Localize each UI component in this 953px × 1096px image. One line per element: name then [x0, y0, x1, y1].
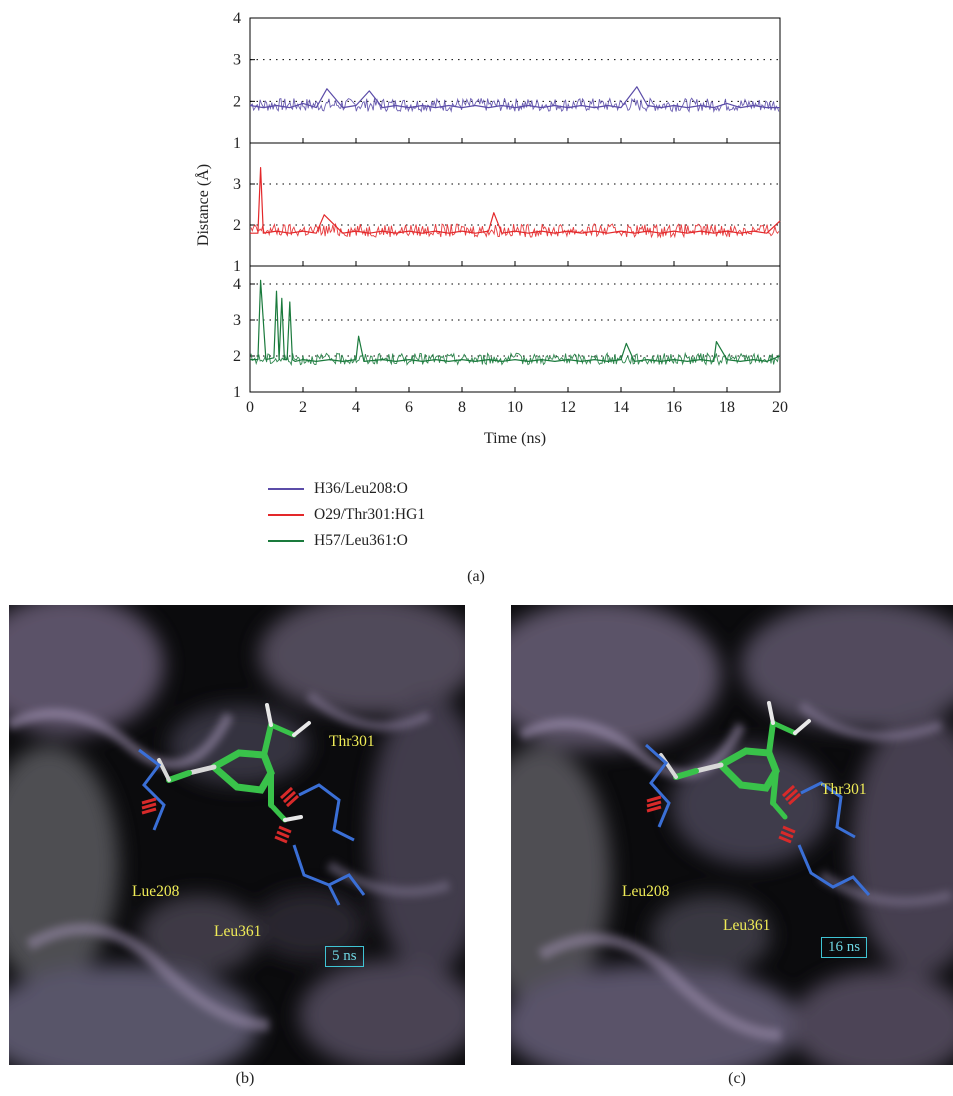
- legend-swatch: [268, 540, 304, 542]
- surface-highlights: [9, 691, 451, 1031]
- legend-item: H36/Leu208:O: [268, 476, 588, 502]
- y-tick-label: 2: [233, 217, 241, 234]
- legend-item: H57/Leu361:O: [268, 528, 588, 554]
- subplot-frame: [249, 142, 781, 267]
- residue-label: Leu361: [723, 917, 771, 934]
- residue-label: Leu361: [214, 923, 262, 940]
- subplot-frame: [249, 17, 781, 144]
- y-tick-label: 3: [233, 52, 241, 69]
- x-tick-label: 10: [507, 399, 523, 416]
- x-tick-label: 4: [352, 399, 360, 416]
- chart-legend: H36/Leu208:O O29/Thr301:HG1 H57/Leu361:O: [268, 476, 588, 554]
- ligand-molecule: [157, 703, 311, 823]
- y-tick-label: 4: [233, 276, 241, 293]
- legend-swatch: [268, 514, 304, 516]
- panel-a-label: (a): [467, 568, 485, 585]
- x-tick-label: 14: [613, 399, 629, 416]
- x-tick-label: 2: [299, 399, 307, 416]
- legend-swatch: [268, 488, 304, 490]
- y-tick-label: 2: [233, 348, 241, 365]
- panel-c-label: (c): [728, 1070, 746, 1087]
- x-tick-label: 0: [246, 399, 254, 416]
- series-noise: [250, 351, 780, 367]
- hbond-markers: [141, 786, 300, 844]
- protein-surface: [511, 605, 953, 1065]
- x-tick-label: 8: [458, 399, 466, 416]
- x-tick-label: 20: [772, 399, 788, 416]
- distance-chart-figure: 1 2 3 4 1 2 3 1 2 3 4 0 2 4 6 8 10 12 14 16 18 20 Time (ns) Dis…: [194, 10, 788, 585]
- x-axis-label: Time (ns): [484, 430, 546, 447]
- binding-pocket-render: [511, 605, 953, 1065]
- binding-pocket-render: [9, 605, 465, 1065]
- x-tick-label: 6: [405, 399, 413, 416]
- y-tick-label: 3: [233, 312, 241, 329]
- panel-b-binding-pocket: Thr301 Lue208 Leu361 5 ns: [9, 605, 465, 1065]
- residue-sticks: [138, 748, 366, 906]
- y-tick-label: 4: [233, 10, 241, 27]
- hbond-markers: [646, 784, 802, 844]
- x-tick-label: 12: [560, 399, 576, 416]
- y-axis-label: Distance (Å): [194, 164, 212, 246]
- x-tick-label: 16: [666, 399, 682, 416]
- x-tick-label: 18: [719, 399, 735, 416]
- timestamp-badge: 16 ns: [821, 937, 868, 958]
- series-noise: [250, 222, 780, 239]
- y-tick-label: 3: [233, 176, 241, 193]
- surface-highlights: [518, 701, 953, 1041]
- residue-label: Leu208: [622, 883, 670, 900]
- residue-sticks: [644, 743, 871, 896]
- legend-label: O29/Thr301:HG1: [314, 506, 426, 523]
- series-line: [250, 167, 781, 234]
- legend-label: H57/Leu361:O: [314, 532, 408, 549]
- residue-label: Thr301: [329, 733, 375, 750]
- ligand-molecule: [659, 701, 811, 820]
- subplot-frame: [249, 265, 781, 393]
- series-line: [250, 279, 781, 362]
- y-tick-label: 1: [233, 258, 241, 275]
- y-tick-label: 1: [233, 384, 241, 401]
- panel-c-binding-pocket: Thr301 Leu208 Leu361 16 ns: [511, 605, 953, 1065]
- legend-label: H36/Leu208:O: [314, 480, 408, 497]
- y-tick-label: 1: [233, 135, 241, 152]
- residue-label: Lue208: [132, 883, 180, 900]
- residue-label: Thr301: [821, 781, 867, 798]
- panel-b-label: (b): [235, 1070, 255, 1087]
- legend-item: O29/Thr301:HG1: [268, 502, 588, 528]
- y-tick-label: 2: [233, 93, 241, 110]
- timestamp-badge: 5 ns: [325, 946, 364, 967]
- series-noise: [250, 97, 780, 113]
